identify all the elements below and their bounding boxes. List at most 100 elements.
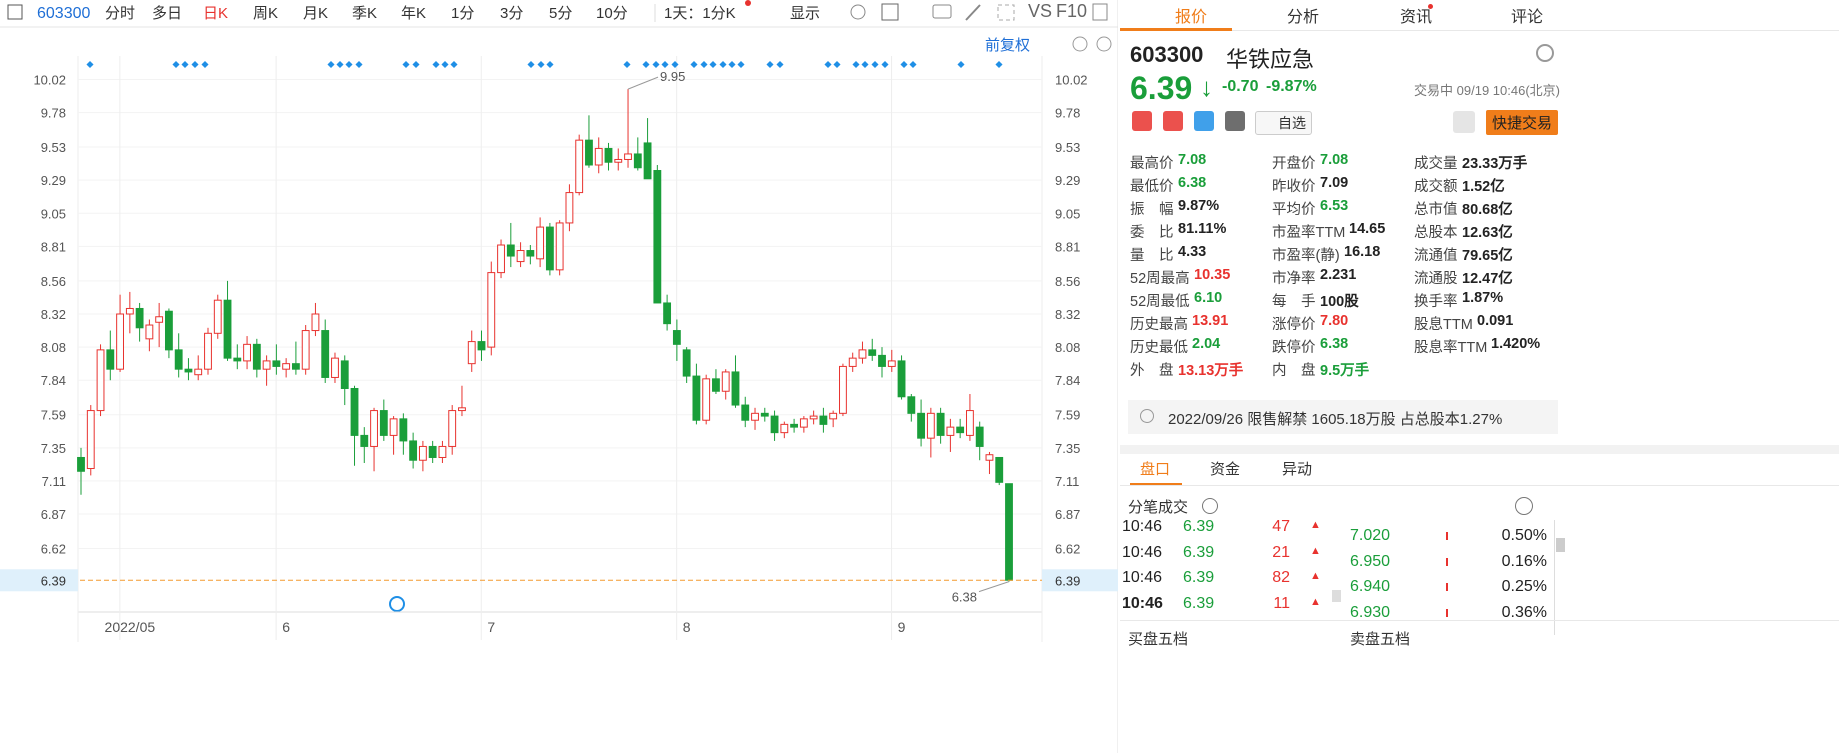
period-tab[interactable]: 10分 bbox=[596, 5, 628, 22]
candle-body bbox=[155, 316, 164, 323]
fullscreen-icon[interactable] bbox=[997, 4, 1015, 21]
depth-price: 6.940 bbox=[1350, 578, 1391, 595]
candle-body bbox=[829, 412, 838, 420]
candle-body bbox=[926, 412, 935, 439]
panel-tab[interactable]: 评论 bbox=[1511, 9, 1544, 26]
stat-value: 7.80 bbox=[1320, 313, 1349, 329]
period-tab[interactable]: 1天：1分K bbox=[664, 5, 736, 22]
panel-tab[interactable]: 资讯 bbox=[1400, 9, 1433, 26]
candle-body bbox=[360, 434, 369, 447]
y-tick-label-right: 8.32 bbox=[1055, 307, 1080, 322]
last-price-bg-left bbox=[0, 569, 78, 592]
period-tab[interactable]: 分时 bbox=[105, 5, 135, 22]
watch-button[interactable]: 自选 bbox=[1255, 111, 1312, 135]
ticks-title: 分笔成交 bbox=[1128, 499, 1189, 516]
sub-tab-border bbox=[1120, 485, 1839, 486]
tick-up-arrow: ▲ bbox=[1310, 570, 1321, 582]
candle-body bbox=[516, 250, 525, 263]
candle-body bbox=[272, 360, 281, 367]
event-marker bbox=[642, 60, 650, 69]
quote-code: 603300 bbox=[1130, 42, 1204, 67]
y-tick-label: 8.32 bbox=[41, 307, 66, 322]
tag-icon bbox=[1194, 111, 1214, 131]
camera-icon[interactable] bbox=[932, 4, 952, 19]
depth-bar bbox=[1446, 557, 1448, 566]
stat-label: 平均价 bbox=[1272, 202, 1316, 218]
candle-body bbox=[555, 222, 564, 271]
menu-icon[interactable] bbox=[7, 4, 23, 20]
sub-tab[interactable]: 盘口 bbox=[1140, 461, 1171, 478]
event-marker bbox=[412, 60, 420, 69]
candle-body bbox=[712, 378, 720, 392]
period-tab[interactable]: 3分 bbox=[500, 5, 523, 22]
event-marker bbox=[909, 60, 917, 69]
period-tab[interactable]: 5分 bbox=[549, 5, 572, 22]
stat-label: 流通股 bbox=[1414, 271, 1458, 287]
y-tick-label-right: 7.35 bbox=[1055, 441, 1080, 456]
panel-tab[interactable]: 报价 bbox=[1175, 9, 1208, 26]
y-tick-label: 10.02 bbox=[33, 72, 66, 87]
settings-icon[interactable] bbox=[850, 4, 866, 20]
tick-price: 6.39 bbox=[1183, 543, 1215, 561]
sub-tab[interactable]: 异动 bbox=[1282, 461, 1313, 478]
period-tab[interactable]: 月K bbox=[303, 5, 328, 22]
stat-value: 1.87% bbox=[1462, 290, 1504, 306]
candle-body bbox=[379, 410, 388, 436]
trade-button[interactable]: 快捷交易 bbox=[1486, 110, 1559, 135]
event-marker bbox=[336, 60, 344, 69]
period-tab[interactable]: 多日 bbox=[152, 5, 182, 22]
y-tick-label: 9.05 bbox=[41, 206, 66, 221]
panel-tab[interactable]: 分析 bbox=[1287, 9, 1320, 26]
event-marker bbox=[776, 60, 784, 69]
stat-label: 每 手 bbox=[1272, 294, 1316, 310]
vs-button[interactable]: VS bbox=[1028, 1, 1052, 21]
event-marker bbox=[441, 60, 449, 69]
stat-label: 成交额 bbox=[1414, 179, 1458, 195]
event-icon[interactable] bbox=[389, 596, 405, 612]
y-tick-label-right: 7.59 bbox=[1055, 408, 1080, 423]
candle-body bbox=[839, 365, 847, 414]
ticks-info-icon bbox=[1202, 498, 1218, 514]
candle-body bbox=[594, 147, 603, 166]
tick-price: 6.39 bbox=[1183, 594, 1215, 612]
candle-body bbox=[672, 330, 681, 345]
adjust-label[interactable]: 前复权 bbox=[985, 36, 1030, 54]
sub-tab[interactable]: 资金 bbox=[1210, 461, 1241, 478]
y-tick-label-right: 9.78 bbox=[1055, 106, 1080, 121]
period-tab[interactable]: 日K bbox=[203, 5, 228, 22]
stat-value: 6.53 bbox=[1320, 198, 1349, 214]
depth-price: 6.950 bbox=[1350, 552, 1391, 570]
zoom-out-icon[interactable] bbox=[1072, 36, 1088, 52]
event-marker bbox=[181, 60, 189, 69]
y-tick-label: 8.81 bbox=[41, 239, 66, 254]
event-marker bbox=[652, 60, 660, 69]
chart-bg bbox=[0, 0, 1118, 753]
ask-title: 卖盘五档 bbox=[1350, 631, 1411, 648]
event-marker bbox=[700, 60, 708, 69]
stat-label: 跌停价 bbox=[1272, 340, 1316, 356]
candle-body bbox=[497, 244, 505, 274]
y-tick-label: 8.56 bbox=[41, 274, 66, 289]
stat-label: 涨停价 bbox=[1272, 317, 1316, 333]
candle-body bbox=[204, 332, 212, 370]
layout-icon[interactable] bbox=[1092, 3, 1108, 21]
period-tab[interactable]: 1分 bbox=[451, 5, 474, 22]
candle-body bbox=[458, 407, 466, 412]
period-tab[interactable]: 显示 bbox=[790, 5, 820, 22]
candle-body bbox=[125, 307, 134, 315]
overlay-icon[interactable] bbox=[881, 3, 899, 21]
f10-button[interactable]: F10 bbox=[1056, 1, 1087, 21]
y-tick-label: 7.35 bbox=[41, 441, 66, 456]
zoom-in-icon[interactable] bbox=[1096, 36, 1112, 52]
candle-body bbox=[702, 378, 711, 421]
stat-value: 12.47亿 bbox=[1462, 271, 1513, 287]
period-tab[interactable]: 季K bbox=[352, 5, 377, 22]
draw-icon[interactable] bbox=[965, 4, 981, 21]
event-marker bbox=[191, 60, 199, 69]
high-leader bbox=[627, 76, 659, 90]
period-tab[interactable]: 周K bbox=[253, 5, 278, 22]
x-tick-label: 8 bbox=[683, 619, 691, 635]
tick-time: 10:46 bbox=[1122, 594, 1163, 612]
scroll-track bbox=[1554, 520, 1555, 635]
period-tab[interactable]: 年K bbox=[401, 5, 426, 22]
